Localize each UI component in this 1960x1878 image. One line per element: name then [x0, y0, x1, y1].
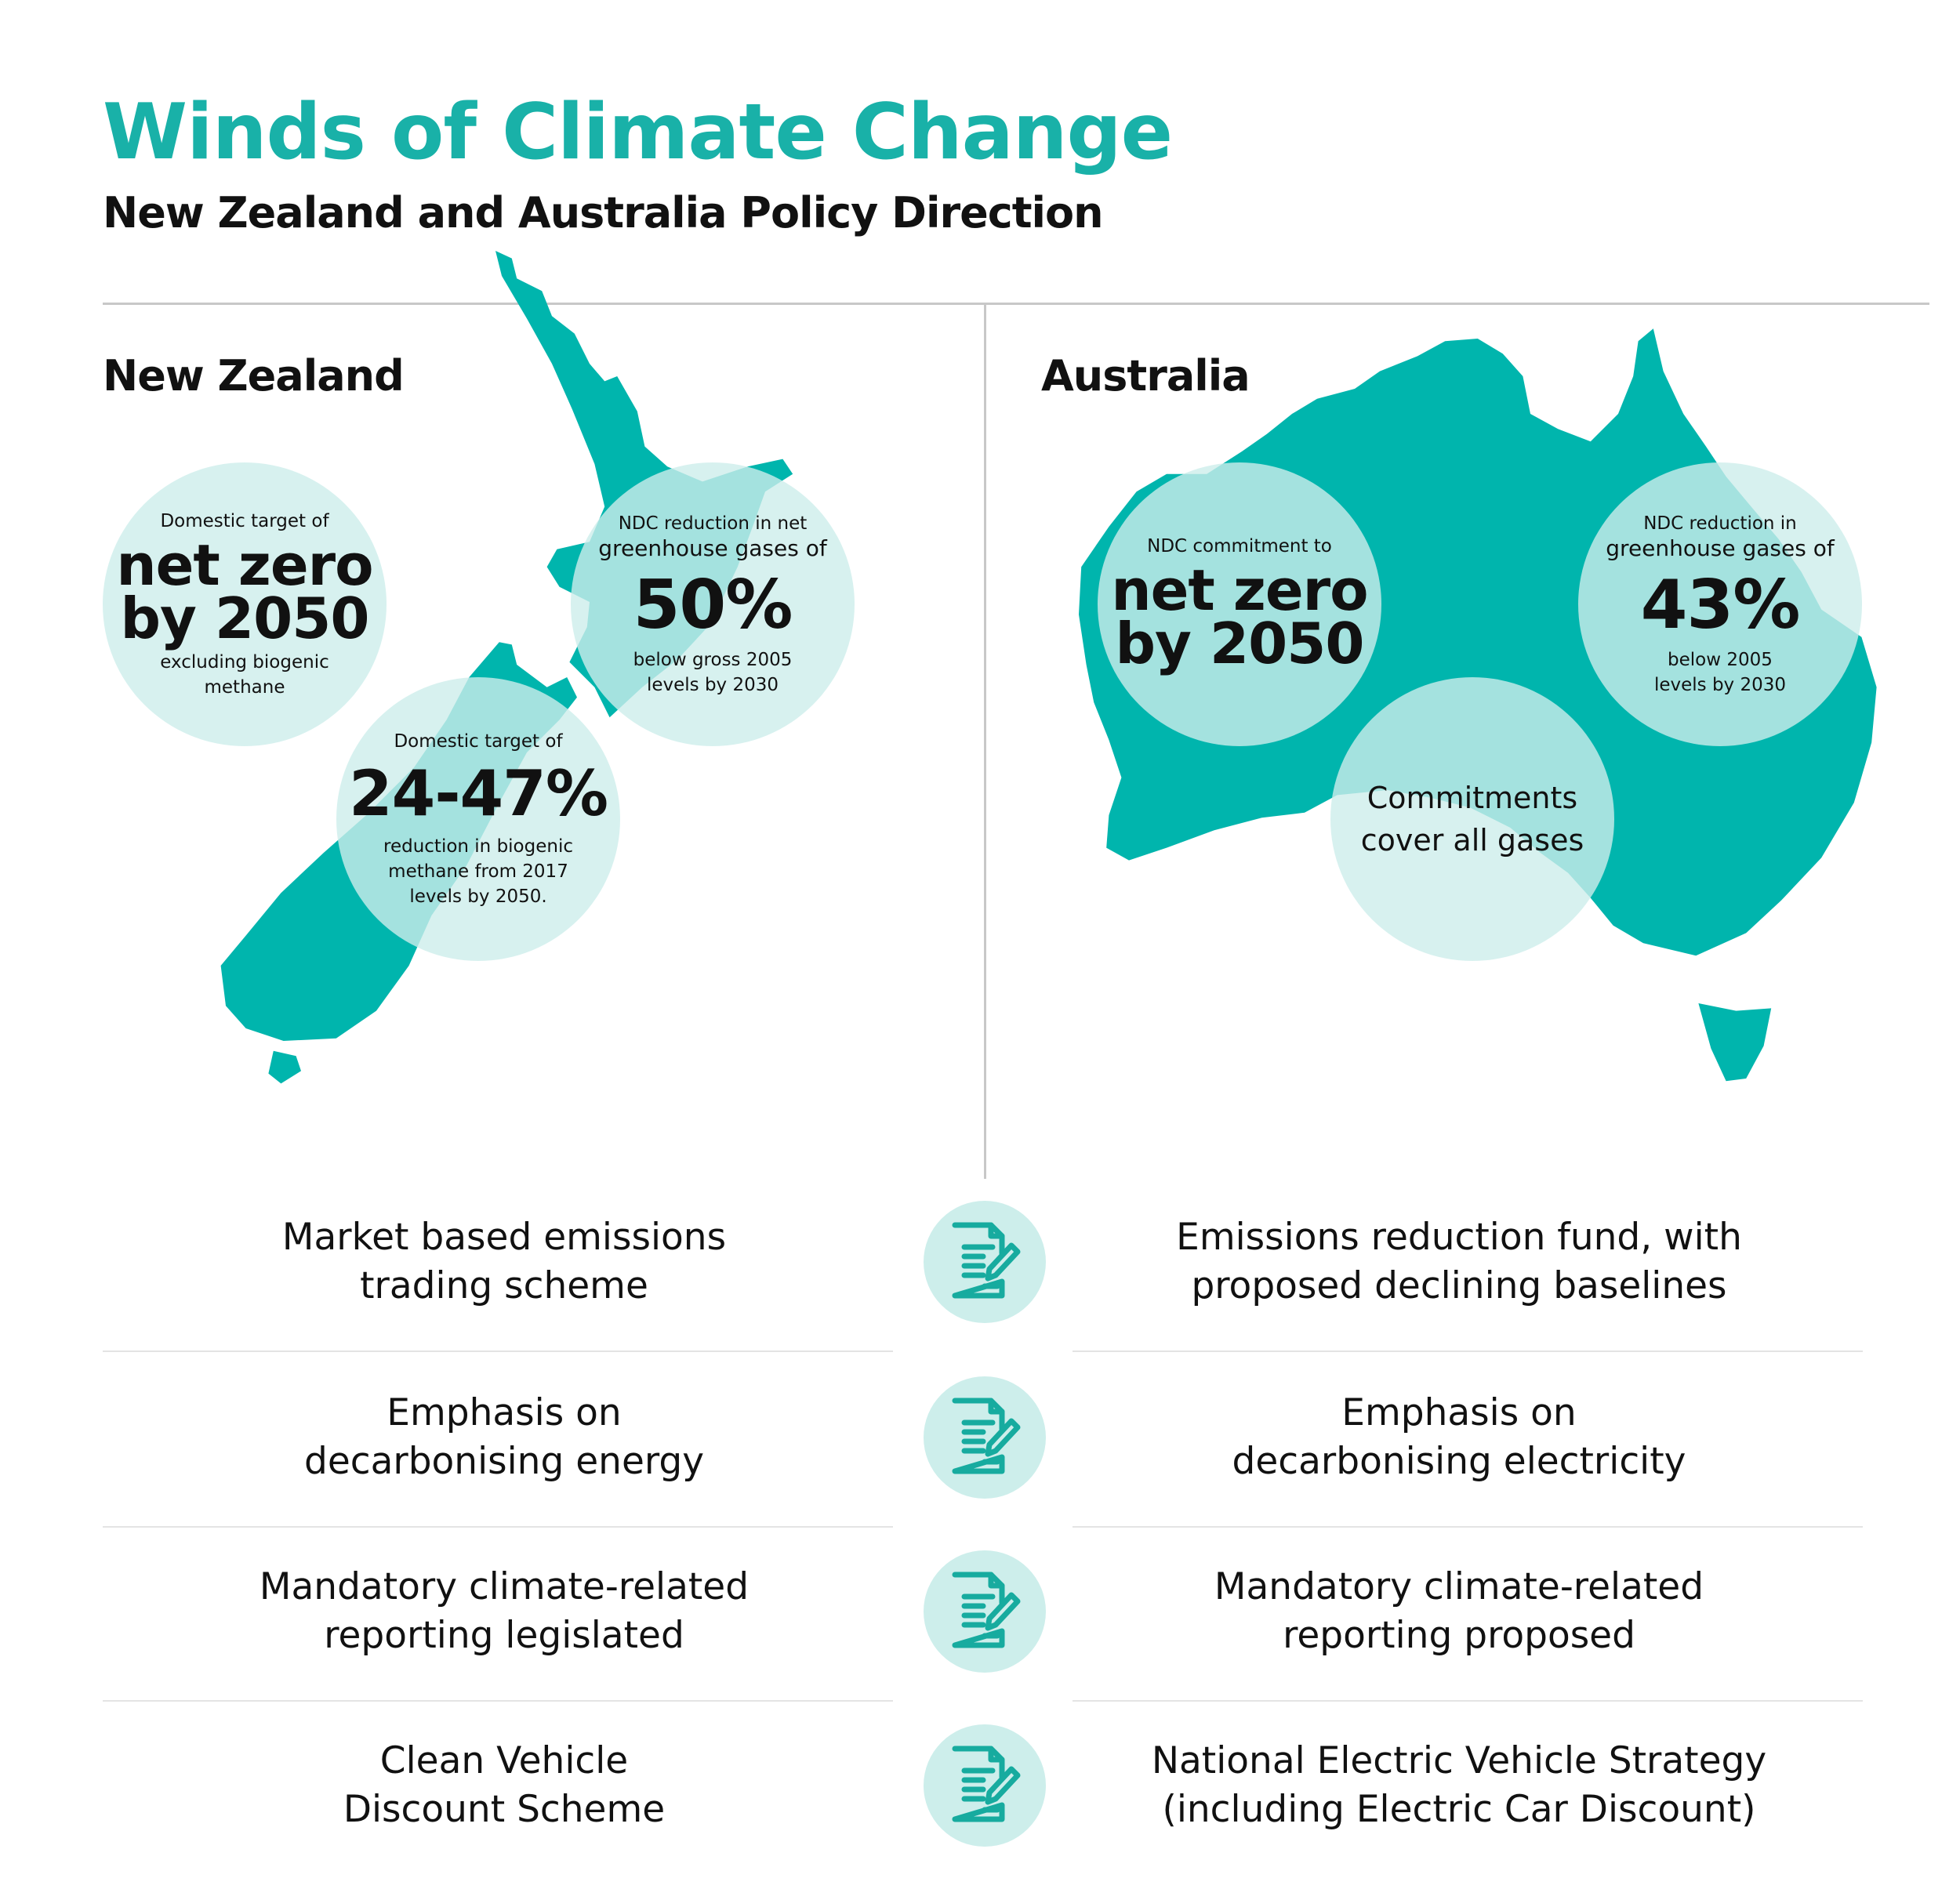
- row-divider-left: [103, 1350, 893, 1352]
- policy-line: Mandatory climate-related: [259, 1565, 750, 1608]
- circle-post: reduction in biogenic methane from 2017 le…: [383, 834, 573, 909]
- circle-pre: NDC commitment to: [1147, 536, 1332, 557]
- circle-post-line: levels by 2030: [646, 675, 779, 695]
- au-policy-text: National Electric Vehicle Strategy (inclu…: [1067, 1737, 1851, 1834]
- nz-ndc-circle: NDC reduction in net greenhouse gases of …: [571, 462, 855, 746]
- policy-line: reporting proposed: [1283, 1614, 1635, 1657]
- tasmania-map: [1698, 1003, 1772, 1082]
- circle-post: below 2005 levels by 2030: [1654, 647, 1786, 698]
- circle-pre: NDC reduction in net greenhouse gases of: [598, 511, 826, 563]
- region-label-new-zealand: New Zealand: [103, 351, 405, 401]
- policy-icon-badge: [924, 1724, 1046, 1847]
- au-policy-text: Mandatory climate-related reporting propo…: [1067, 1563, 1851, 1660]
- document-pen-icon: [952, 1398, 1021, 1474]
- circle-post-line: levels by 2030: [1653, 675, 1787, 695]
- circle-text: Commitments cover all gases: [1361, 777, 1584, 861]
- nz-policy-text: Emphasis on decarbonising energy: [112, 1389, 896, 1486]
- circle-text-line: Commitments: [1367, 781, 1578, 815]
- page-title: Winds of Climate Change: [103, 88, 1173, 177]
- circle-big-line: net zero: [116, 532, 373, 598]
- circle-pre: Domestic target of: [160, 511, 329, 531]
- policy-line: decarbonising energy: [303, 1440, 705, 1483]
- policy-icon-badge: [924, 1201, 1046, 1323]
- circle-pre-line: greenhouse gases of: [598, 535, 827, 561]
- circle-big-line: net zero: [1111, 557, 1368, 623]
- policy-line: Market based emissions: [281, 1216, 727, 1259]
- circle-pre-line: greenhouse gases of: [1606, 535, 1835, 561]
- row-divider-left: [103, 1526, 893, 1528]
- region-label-australia: Australia: [1041, 351, 1250, 401]
- circle-big-line: by 2050: [1115, 611, 1365, 676]
- policy-line: Emissions reduction fund, with: [1176, 1216, 1742, 1259]
- policy-line: decarbonising electricity: [1232, 1440, 1686, 1483]
- au-all-gases-circle: Commitments cover all gases: [1330, 677, 1614, 961]
- center-divider: [984, 303, 986, 1179]
- nz-policy-text: Mandatory climate-related reporting legis…: [112, 1563, 896, 1660]
- nz-net-zero-circle: Domestic target of net zero by 2050 exclu…: [103, 462, 387, 746]
- circle-big: net zero by 2050: [116, 537, 373, 647]
- circle-post: excluding biogenic methane: [160, 650, 328, 700]
- document-pen-icon: [952, 1746, 1021, 1822]
- circle-post-line: excluding biogenic: [160, 652, 329, 673]
- policy-line: proposed declining baselines: [1191, 1264, 1727, 1307]
- au-policy-text: Emissions reduction fund, with proposed d…: [1067, 1213, 1851, 1311]
- circle-post-line: reduction in biogenic: [383, 836, 573, 857]
- nz-policy-text: Clean Vehicle Discount Scheme: [112, 1737, 896, 1834]
- policy-line: Clean Vehicle: [379, 1739, 629, 1782]
- au-ndc-circle: NDC reduction in greenhouse gases of 43% …: [1578, 462, 1862, 746]
- circle-pre: NDC reduction in greenhouse gases of: [1606, 511, 1834, 563]
- circle-post-line: methane from 2017: [388, 861, 568, 882]
- document-pen-icon: [952, 1572, 1021, 1648]
- top-divider: [103, 303, 1929, 305]
- au-policy-text: Emphasis on decarbonising electricity: [1067, 1389, 1851, 1486]
- row-divider-right: [1073, 1700, 1863, 1702]
- policy-line: reporting legislated: [324, 1614, 684, 1657]
- policy-line: Emphasis on: [1341, 1391, 1577, 1434]
- policy-line: trading scheme: [360, 1264, 648, 1307]
- circle-post-line: levels by 2050.: [409, 886, 547, 907]
- policy-icon-badge: [924, 1550, 1046, 1673]
- policy-line: (including Electric Car Discount): [1162, 1788, 1756, 1831]
- circle-pre-line: NDC reduction in: [1643, 513, 1797, 534]
- policy-icon-badge: [924, 1376, 1046, 1499]
- circle-post-line: methane: [204, 677, 285, 698]
- circle-post: below gross 2005 levels by 2030: [633, 647, 793, 698]
- nz-methane-circle: Domestic target of 24-47% reduction in b…: [336, 677, 620, 961]
- circle-big: 24-47%: [348, 757, 608, 830]
- policy-line: Emphasis on: [387, 1391, 622, 1434]
- policy-line: National Electric Vehicle Strategy: [1151, 1739, 1767, 1782]
- row-divider-right: [1073, 1350, 1863, 1352]
- circle-pre: Domestic target of: [394, 731, 563, 752]
- circle-big-line: by 2050: [120, 586, 370, 651]
- circle-big: 50%: [633, 566, 793, 644]
- au-net-zero-circle: NDC commitment to net zero by 2050: [1098, 462, 1381, 746]
- row-divider-left: [103, 1700, 893, 1702]
- circle-big: 43%: [1640, 566, 1801, 644]
- document-pen-icon: [952, 1222, 1021, 1299]
- row-divider-right: [1073, 1526, 1863, 1528]
- policy-line: Mandatory climate-related: [1214, 1565, 1704, 1608]
- page-subtitle: New Zealand and Australia Policy Directi…: [103, 188, 1104, 237]
- circle-post-line: below gross 2005: [633, 650, 793, 670]
- circle-big: net zero by 2050: [1111, 562, 1368, 672]
- circle-text-line: cover all gases: [1360, 823, 1584, 857]
- circle-post-line: below 2005: [1668, 650, 1773, 670]
- nz-stewart-island-map: [268, 1050, 301, 1084]
- nz-policy-text: Market based emissions trading scheme: [112, 1213, 896, 1311]
- policy-line: Discount Scheme: [343, 1788, 666, 1831]
- circle-pre-line: NDC reduction in net: [618, 513, 808, 534]
